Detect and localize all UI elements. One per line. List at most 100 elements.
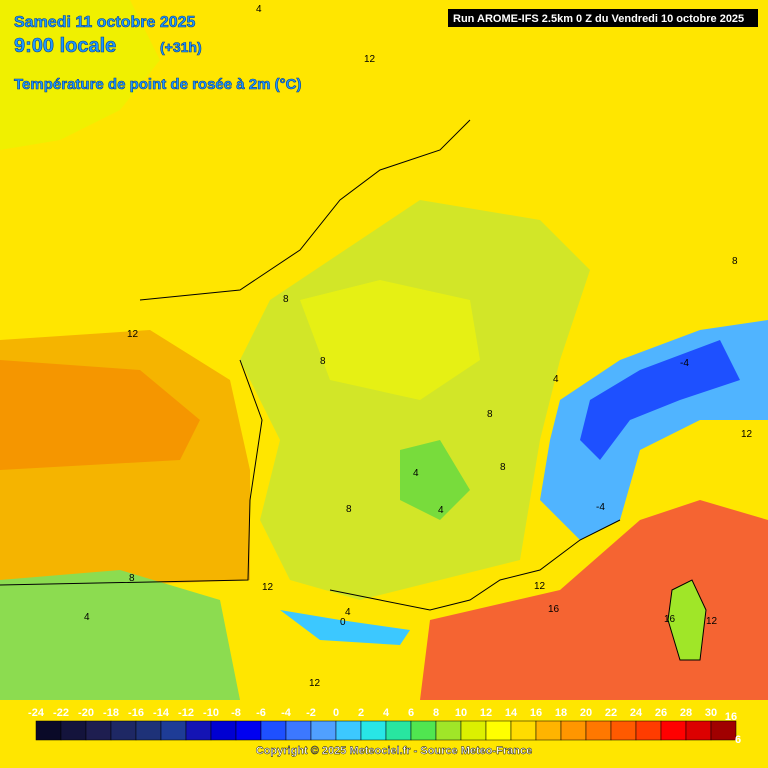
legend-label: 22 bbox=[605, 707, 617, 719]
legend-swatch bbox=[510, 720, 537, 741]
legend-label: -6 bbox=[256, 707, 266, 719]
legend-swatch bbox=[35, 720, 62, 741]
legend-swatch bbox=[285, 720, 312, 741]
legend-swatch bbox=[585, 720, 612, 741]
legend-swatch bbox=[210, 720, 237, 741]
run-info: Run AROME-IFS 2.5km 0 Z du Vendredi 10 o… bbox=[453, 13, 744, 25]
legend-swatch bbox=[85, 720, 112, 741]
legend-swatch bbox=[135, 720, 162, 741]
legend-label: 26 bbox=[655, 707, 667, 719]
legend-label: -14 bbox=[153, 707, 170, 719]
legend-label: 8 bbox=[433, 707, 439, 719]
legend-swatch bbox=[110, 720, 137, 741]
time: 9:00 locale bbox=[14, 35, 116, 57]
subtitle: Température de point de rosée à 2m (°C) bbox=[14, 76, 301, 93]
lead: (+31h) bbox=[160, 39, 202, 55]
contour-label: 12 bbox=[364, 54, 376, 65]
legend-swatch bbox=[60, 720, 87, 741]
legend-swatch bbox=[560, 720, 587, 741]
atlantic-warm bbox=[0, 360, 200, 470]
legend-swatch bbox=[185, 720, 212, 741]
legend-swatch bbox=[710, 720, 737, 741]
legend-label: -16 bbox=[128, 707, 144, 719]
credit: Copyright © 2025 Meteociel.fr - Source M… bbox=[256, 745, 532, 757]
legend-swatch bbox=[260, 720, 287, 741]
contour-label: 16 bbox=[548, 604, 560, 615]
contour-label: -4 bbox=[596, 502, 605, 513]
legend-swatch bbox=[435, 720, 462, 741]
legend-label: 4 bbox=[383, 707, 390, 719]
legend-label: 10 bbox=[455, 707, 467, 719]
contour-label: 8 bbox=[487, 409, 493, 420]
contour-label: 8 bbox=[500, 462, 506, 473]
legend-end-label: 16 bbox=[725, 711, 737, 723]
legend-swatch bbox=[660, 720, 687, 741]
contour-label: 0 bbox=[340, 617, 346, 628]
contour-label: 12 bbox=[262, 582, 274, 593]
contour-label: 12 bbox=[741, 429, 753, 440]
legend-label: 28 bbox=[680, 707, 692, 719]
pyrenees bbox=[280, 610, 410, 645]
legend-end-label: 6 bbox=[735, 734, 741, 746]
contour-label: 4 bbox=[84, 612, 90, 623]
contour-label: 4 bbox=[553, 374, 559, 385]
legend-label: -18 bbox=[103, 707, 119, 719]
france-north bbox=[300, 280, 480, 400]
legend-label: -4 bbox=[281, 707, 292, 719]
contour-label: 8 bbox=[283, 294, 289, 305]
legend-swatch bbox=[235, 720, 262, 741]
contour-label: 8 bbox=[732, 256, 738, 267]
legend-label: 30 bbox=[705, 707, 717, 719]
legend-label: -10 bbox=[203, 707, 219, 719]
legend-label: -20 bbox=[78, 707, 94, 719]
contour-label: 12 bbox=[706, 616, 718, 627]
alps-cold bbox=[580, 340, 740, 460]
contour-label: 4 bbox=[256, 4, 262, 15]
legend: -24 -22 -20 -18 -16 -14 -12 -10 -8 -6 -4 -2 0 2 4 6 8 10 1… bbox=[28, 707, 741, 746]
run-box bbox=[448, 9, 758, 27]
legend-swatch bbox=[460, 720, 487, 741]
legend-swatch bbox=[610, 720, 637, 741]
coastline bbox=[0, 119, 707, 661]
legend-swatch bbox=[360, 720, 387, 741]
uk-area bbox=[0, 0, 160, 150]
contour-label: 16 bbox=[664, 614, 676, 625]
legend-label: -24 bbox=[28, 707, 45, 719]
legend-label: 24 bbox=[630, 707, 643, 719]
legend-label: 14 bbox=[505, 707, 518, 719]
legend-swatch bbox=[410, 720, 437, 741]
legend-label: 2 bbox=[358, 707, 364, 719]
contour-label: 12 bbox=[127, 329, 139, 340]
legend-label: 20 bbox=[580, 707, 592, 719]
legend-swatch bbox=[635, 720, 662, 741]
legend-swatch bbox=[310, 720, 337, 741]
contour-label: 4 bbox=[413, 468, 419, 479]
contour-label: 12 bbox=[309, 678, 321, 689]
contour-label: 8 bbox=[346, 504, 352, 515]
contour-label: 12 bbox=[534, 581, 546, 592]
legend-swatch bbox=[535, 720, 562, 741]
corsica bbox=[668, 580, 706, 660]
legend-label: -2 bbox=[306, 707, 316, 719]
spain bbox=[0, 570, 240, 700]
legend-label: 18 bbox=[555, 707, 567, 719]
contour-label: 4 bbox=[345, 607, 351, 618]
contour-label: 8 bbox=[129, 573, 135, 584]
legend-label: 12 bbox=[480, 707, 492, 719]
massif-central bbox=[400, 440, 470, 520]
contour-label: -4 bbox=[680, 358, 689, 369]
legend-swatch bbox=[385, 720, 412, 741]
legend-label: -22 bbox=[53, 707, 69, 719]
legend-label: -12 bbox=[178, 707, 194, 719]
date: Samedi 11 octobre 2025 bbox=[14, 14, 196, 31]
contour-label: 8 bbox=[320, 356, 326, 367]
legend-swatch bbox=[160, 720, 187, 741]
legend-label: 16 bbox=[530, 707, 542, 719]
legend-label: 0 bbox=[333, 707, 339, 719]
legend-swatch bbox=[335, 720, 362, 741]
legend-label: -8 bbox=[231, 707, 241, 719]
legend-swatch bbox=[685, 720, 712, 741]
legend-label: 6 bbox=[408, 707, 414, 719]
legend-swatch bbox=[485, 720, 512, 741]
